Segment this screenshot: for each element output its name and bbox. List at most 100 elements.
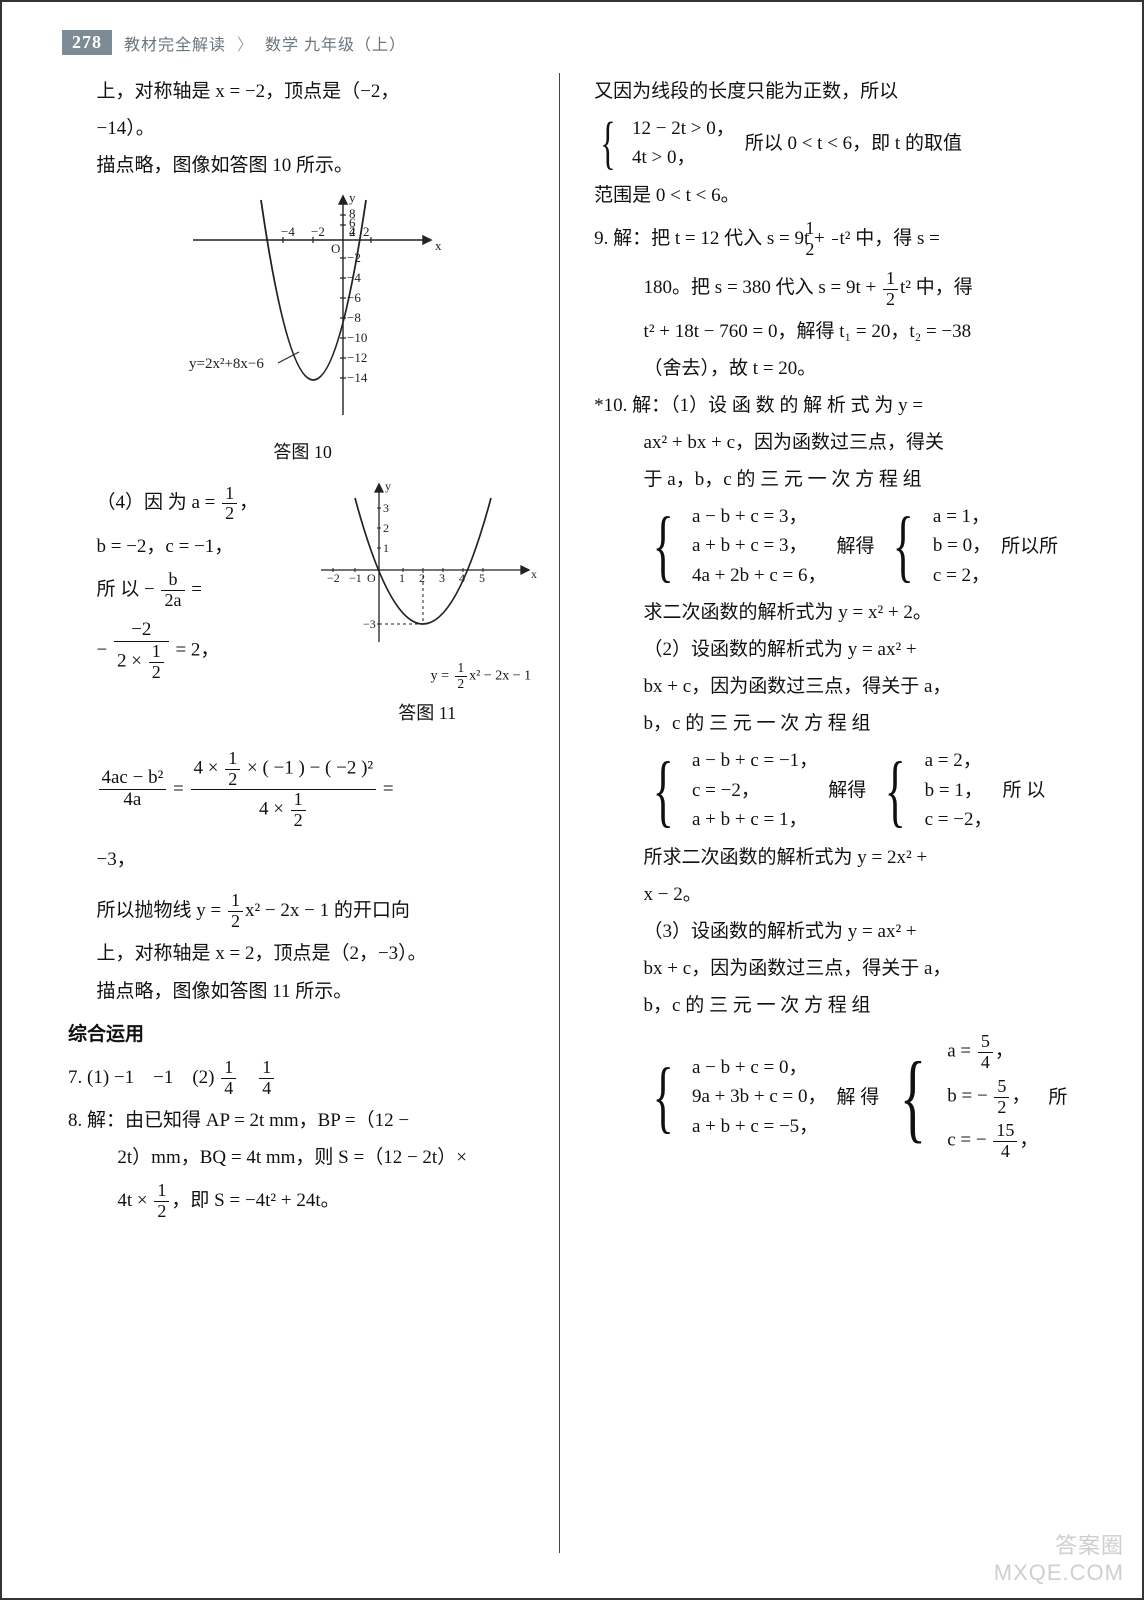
brace-icon: { [600,117,615,169]
svg-text:3: 3 [439,571,445,585]
text-line: 于 a，b，c 的 三 元 一 次 方 程 组 [594,461,1076,498]
text: x² − 2x − 1 的开口向 [245,900,410,921]
eq: 9a + 3b + c = 0， [692,1082,827,1111]
den: 2 [455,677,468,692]
text: = [173,778,188,799]
den: 4 [978,1053,993,1073]
text: 所以所 [1001,528,1058,565]
text-line: 上，对称轴是 x = −2，顶点是（−2， [68,73,537,110]
den: 4 [993,1142,1017,1162]
text: ， [239,492,258,513]
text: 所以 0 < t < 6，即 t 的取值 [745,125,962,162]
svg-text:−8: −8 [347,310,361,325]
svg-text:2: 2 [363,224,370,239]
text-line: x − 2。 [594,876,1076,913]
eq: c = −2， [925,805,993,834]
svg-text:y: y [349,190,356,205]
num: 1 [225,749,240,770]
eq: a = 1， [933,502,991,531]
columns: 上，对称轴是 x = −2，顶点是（−2， −14）。 描点略，图像如答图 10… [62,73,1082,1553]
text: 所 [1048,1079,1067,1116]
den: 2 [291,811,306,831]
text: 2 × [117,651,147,672]
graph-11-svg: yx O 321 −2−1 123 45 −3 [317,478,537,648]
text: 所以抛物线 y = [97,900,226,921]
num: b [161,570,184,591]
text: 所 以 [1002,772,1045,809]
graph-10-svg: y x O 86 42 2 −2−4 −2−4 −6−8 −10−12 −14 [153,190,453,420]
den: 4 [221,1079,236,1099]
brace-icon: { [652,510,673,582]
svg-text:x: x [435,238,442,253]
watermark: 答案圈 MXQE.COM [994,1533,1124,1586]
header-right: 数学 九年级（上） [265,37,406,54]
text-line: 所以抛物线 y = 12x² − 2x − 1 的开口向 [68,886,537,935]
brace-icon: { [900,1052,926,1142]
den: 2 [228,912,243,932]
svg-text:−10: −10 [347,330,367,345]
eq: a − b + c = 0， [692,1053,827,1082]
den: 2 [832,240,838,260]
text: c = − [947,1130,991,1151]
svg-text:1: 1 [399,571,405,585]
num: 15 [993,1121,1017,1142]
svg-text:2: 2 [419,571,425,585]
text-line: bx + c，因为函数过三点，得关于 a， [594,950,1076,987]
svg-text:1: 1 [383,541,389,555]
eq: a + b + c = −5， [692,1112,827,1141]
text-line: 描点略，图像如答图 10 所示。 [68,147,537,184]
vertex-formula: 4ac − b²4a = 4 × 12 × ( −1 ) − ( −2 )² 4… [68,749,537,831]
svg-text:−4: −4 [281,224,295,239]
num: 1 [154,1181,169,1202]
text-line: bx + c，因为函数过三点，得关于 a， [594,668,1076,705]
text-line: 范围是 0 < t < 6。 [594,177,1076,214]
eq: c = −2， [692,776,818,805]
text: 4t × [117,1190,152,1211]
brace-icon: { [893,510,914,582]
text: × ( −1 ) − ( −2 )² [242,757,373,778]
svg-text:−14: −14 [347,370,368,385]
graph-11-eq: y = 12x² − 2x − 1 [317,661,537,691]
eq: b = 0， [933,531,991,560]
text: ， [995,1041,1014,1062]
num: 4ac − b² [99,768,167,790]
den: 2a [161,591,184,611]
svg-text:−2: −2 [327,571,340,585]
graph-10-eq: y=2x²+8x−6 [189,356,264,372]
text: = 2， [171,640,220,661]
svg-text:5: 5 [479,571,485,585]
watermark-line: 答案圈 [994,1533,1124,1559]
eq: b = 1， [925,776,993,805]
num: 1 [832,219,838,240]
q10-line1: *10. 解：（1）设 函 数 的 解 析 式 为 y = [594,387,1076,424]
den: 2 [222,504,237,524]
text [238,1067,257,1088]
svg-text:2: 2 [349,224,356,239]
system-2: { a − b + c = −1， c = −2， a + b + c = 1，… [594,746,1076,834]
brace-icon: { [652,755,673,827]
system-3: { a − b + c = 0， 9a + 3b + c = 0， a + b … [594,1028,1076,1166]
num: −2 [114,620,169,642]
num: 1 [228,891,243,912]
eq: 4t > 0， [632,143,735,172]
q7: 7. (1) −1 −1 (2) 14 14 [68,1053,537,1102]
system-1: { a − b + c = 3， a + b + c = 3， 4a + 2b … [594,502,1076,590]
brace-icon: { [885,755,906,827]
text-line: （2）设函数的解析式为 y = ax² + [594,631,1076,668]
text: = [187,579,202,600]
q9-line4: （舍去），故 t = 20。 [594,350,1076,387]
watermark-line: MXQE.COM [994,1560,1124,1586]
text-line: b，c 的 三 元 一 次 方 程 组 [594,705,1076,742]
q9-line3: t² + 18t − 760 = 0，解得 t₁ = 20，t₂ = −38 [594,313,1076,350]
page: 278 教材完全解读 〉 数学 九年级（上） 上，对称轴是 x = −2，顶点是… [0,0,1144,1600]
eq: 12 − 2t > 0， [632,114,735,143]
q8-line3: 4t × 12，即 S = −4t² + 24t。 [68,1176,537,1225]
text-line: 又因为线段的长度只能为正数，所以 [594,73,1076,110]
text: 解 得 [836,1079,879,1116]
text: 180。把 s = 380 代入 s = 9t + [644,277,881,298]
right-column: 又因为线段的长度只能为正数，所以 { 12 − 2t > 0， 4t > 0， … [584,73,1082,1553]
den: 2 [994,1098,1009,1118]
svg-text:O: O [367,571,376,585]
brace-icon: { [652,1061,673,1133]
den: 2 [154,1202,169,1222]
